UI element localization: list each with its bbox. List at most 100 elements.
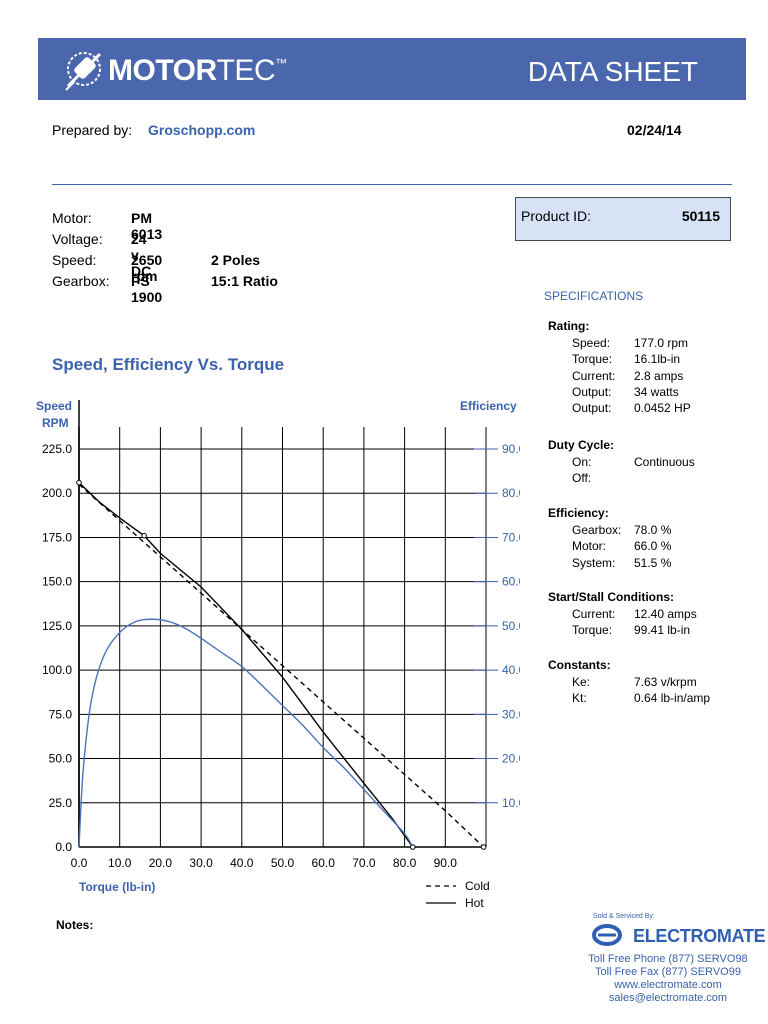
prepared-by-value: Groschopp.com [148,122,256,138]
duty-cycle-section: Duty Cycle: On: Continuous Off: [548,438,758,488]
x-tick-label: 60.0 [312,856,336,870]
product-id-box: Product ID: 50115 [515,197,731,241]
data-point-marker [76,479,82,486]
start-stall-heading: Start/Stall Conditions: [548,590,674,604]
spec-value: Continuous [634,455,695,469]
speed-efficiency-torque-chart: 10.0 20.0 30.0 40.0 50.0 60.0 70.0 80.0 90.0 0.0 2… [36,399,520,910]
left-tick-label: 0.0 [55,840,72,854]
spec-key: Torque: [572,352,613,367]
spec-key: Torque: [572,623,613,638]
spec-value: 12.40 amps [634,607,697,621]
left-tick-label: 200.0 [42,486,72,500]
spec-value: 34 watts [634,384,679,399]
right-tick-label: 70.0 [502,530,520,544]
specifications-title: SPECIFICATIONS [544,289,644,303]
spec-value: 0.64 lb-in/amp [634,691,711,706]
notes-label: Notes: [56,918,94,932]
spec-key: Ke: [572,675,591,689]
spec-row: Output: 0.0452 HP [548,401,748,417]
series-line-hot [78,482,414,848]
right-tick-label: 60.0 [502,575,520,589]
data-point-marker [409,844,416,850]
spec-key: System: [572,555,616,570]
electromate-contact: Toll Free Phone (877) SERVO98 Toll Free … [588,953,748,1005]
chart-title: Speed, Efficiency Vs. Torque [52,355,285,374]
divider-line [52,184,732,185]
x-tick-label: 10.0 [108,856,132,870]
right-tick-label: 80.0 [502,486,520,500]
doc-title: DATA SHEET [527,56,698,87]
constants-heading: Constants: [548,658,611,672]
x-tick-label: 30.0 [189,856,213,870]
left-tick-label: 225.0 [42,442,72,456]
email-link[interactable]: sales@electromate.com [608,992,728,1004]
spec-value: 177.0 rpm [634,336,689,350]
efficiency-heading: Efficiency: [548,506,609,520]
x-tick-label: 0.0 [71,856,88,870]
right-tick-label: 90.0 [502,442,520,456]
spec-value: 99.41 lb-in [634,623,691,638]
series-line-cold [78,483,485,848]
spec-row: Torque: 99.41 lb-in [548,623,758,639]
spec-value: 0.0452 HP [634,401,691,416]
data-point-marker [141,532,147,539]
spec-key: Speed: [572,336,611,350]
y-axis-label-left-unit: RPM [42,416,69,430]
spec-key: Motor: [572,539,607,554]
x-tick-label: 80.0 [393,856,417,870]
phone-line: Toll Free Phone (877) SERVO98 [588,953,748,965]
spec-key: Current: [572,368,616,383]
right-tick-label: 30.0 [502,707,520,721]
spec-key: Current: [572,607,616,621]
spec-row: Ke: 7.63 v/krpm [548,675,758,691]
prepared-by-label: Prepared by: [52,122,133,138]
spec-row: Current: 12.40 amps [548,607,758,623]
efficiency-section: Efficiency: Gearbox: 78.0 % Motor: 66.0 % Sys… [548,506,758,572]
x-tick-label: 40.0 [230,856,254,870]
spec-key: Off: [572,471,592,486]
fax-line: Toll Free Fax (877) SERVO99 [595,966,741,978]
electromate-logo-icon [592,924,622,946]
start-stall-section: Start/Stall Conditions: Current: 12.40 amp… [548,590,758,640]
right-tick-label: 20.0 [502,752,520,766]
left-tick-label: 150.0 [42,575,72,589]
product-id-label: Product ID: [521,208,592,224]
product-id-value: 50115 [681,208,720,224]
sold-by-label: Sold & Serviced By: [593,913,655,920]
x-tick-label: 70.0 [352,856,376,870]
spec-key: Gearbox: [572,523,622,537]
x-tick-label: 50.0 [271,856,295,870]
spec-row: On: Continuous [548,455,758,471]
brand-logo: MOTORTEC™ [108,54,287,87]
spec-value: 51.5 % [634,555,672,570]
spec-value: 66.0 % [634,539,672,554]
spec-row: Motor: 66.0 % [548,539,758,555]
spec-row: Output: 34 watts [548,385,748,401]
left-tick-label: 175.0 [42,530,72,544]
x-tick-label: 90.0 [434,856,458,870]
duty-cycle-heading: Duty Cycle: [548,438,615,452]
right-tick-label: 10.0 [502,796,520,810]
legend-label-cold: Cold [465,879,490,893]
spec-row: Kt: 0.64 lb-in/amp [548,691,758,707]
left-tick-label: 100.0 [42,663,72,677]
website-link[interactable]: www.electromate.com [614,979,722,991]
spec-row: Off: [548,471,758,487]
y-axis-label-left: Speed [36,399,72,413]
spec-key: Output: [572,401,612,416]
left-tick-label: 25.0 [49,796,73,810]
document-date: 02/24/14 [627,122,682,138]
spec-value: 16.1lb-in [634,352,681,367]
spec-key: Kt: [572,691,587,706]
specifications-panel: Rating: Speed: 177.0 rpm Torque: 16.1lb-in C… [548,319,748,417]
spec-row: Torque: 16.1lb-in [548,352,748,368]
series-line-efficiency [78,618,414,848]
spec-row: Current: 2.8 amps [548,369,748,385]
spec-row: Speed: 177.0 rpm [548,336,748,352]
spec-value: 7.63 v/krpm [634,675,697,689]
motor-logo-icon [65,52,102,91]
left-tick-label: 125.0 [42,619,72,633]
spec-value: 78.0 % [634,523,672,537]
y-axis-label-right: Efficiency [460,399,517,413]
right-tick-label: 50.0 [502,619,520,633]
